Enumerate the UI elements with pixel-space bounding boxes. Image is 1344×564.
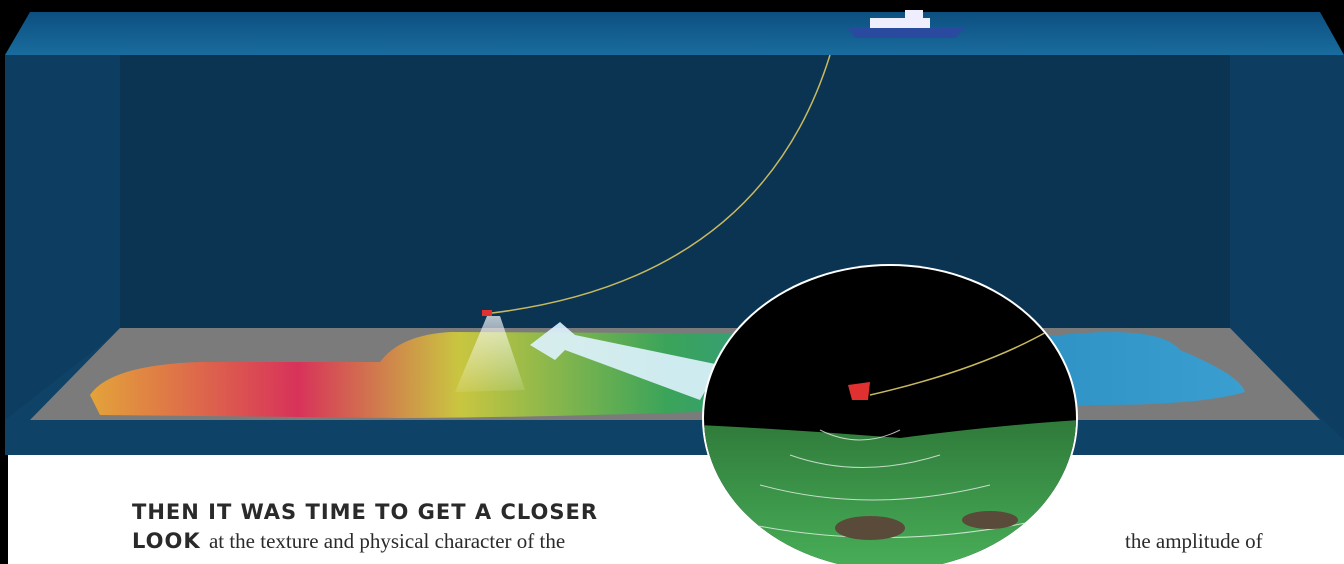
- sonar-vehicle: [482, 310, 492, 316]
- body-text: the amplitude of: [1125, 529, 1263, 553]
- back-wall: [120, 55, 1230, 330]
- paragraph-start: LOOK at the texture and physical charact…: [132, 529, 565, 554]
- ship: [848, 10, 965, 38]
- heading-end: LOOK: [132, 529, 201, 553]
- callout-arrow: [530, 322, 720, 400]
- inset: [704, 266, 1076, 564]
- side-bar: [0, 455, 8, 564]
- tow-cable: [491, 54, 831, 314]
- body-text: at the texture and physical character of…: [208, 529, 566, 553]
- water-surface: [5, 12, 1344, 55]
- right-wall: [1230, 55, 1344, 440]
- heading: THEN IT WAS TIME TO GET A CLOSER: [132, 500, 598, 524]
- sonar-beam: [455, 316, 525, 392]
- left-wall: [5, 55, 120, 420]
